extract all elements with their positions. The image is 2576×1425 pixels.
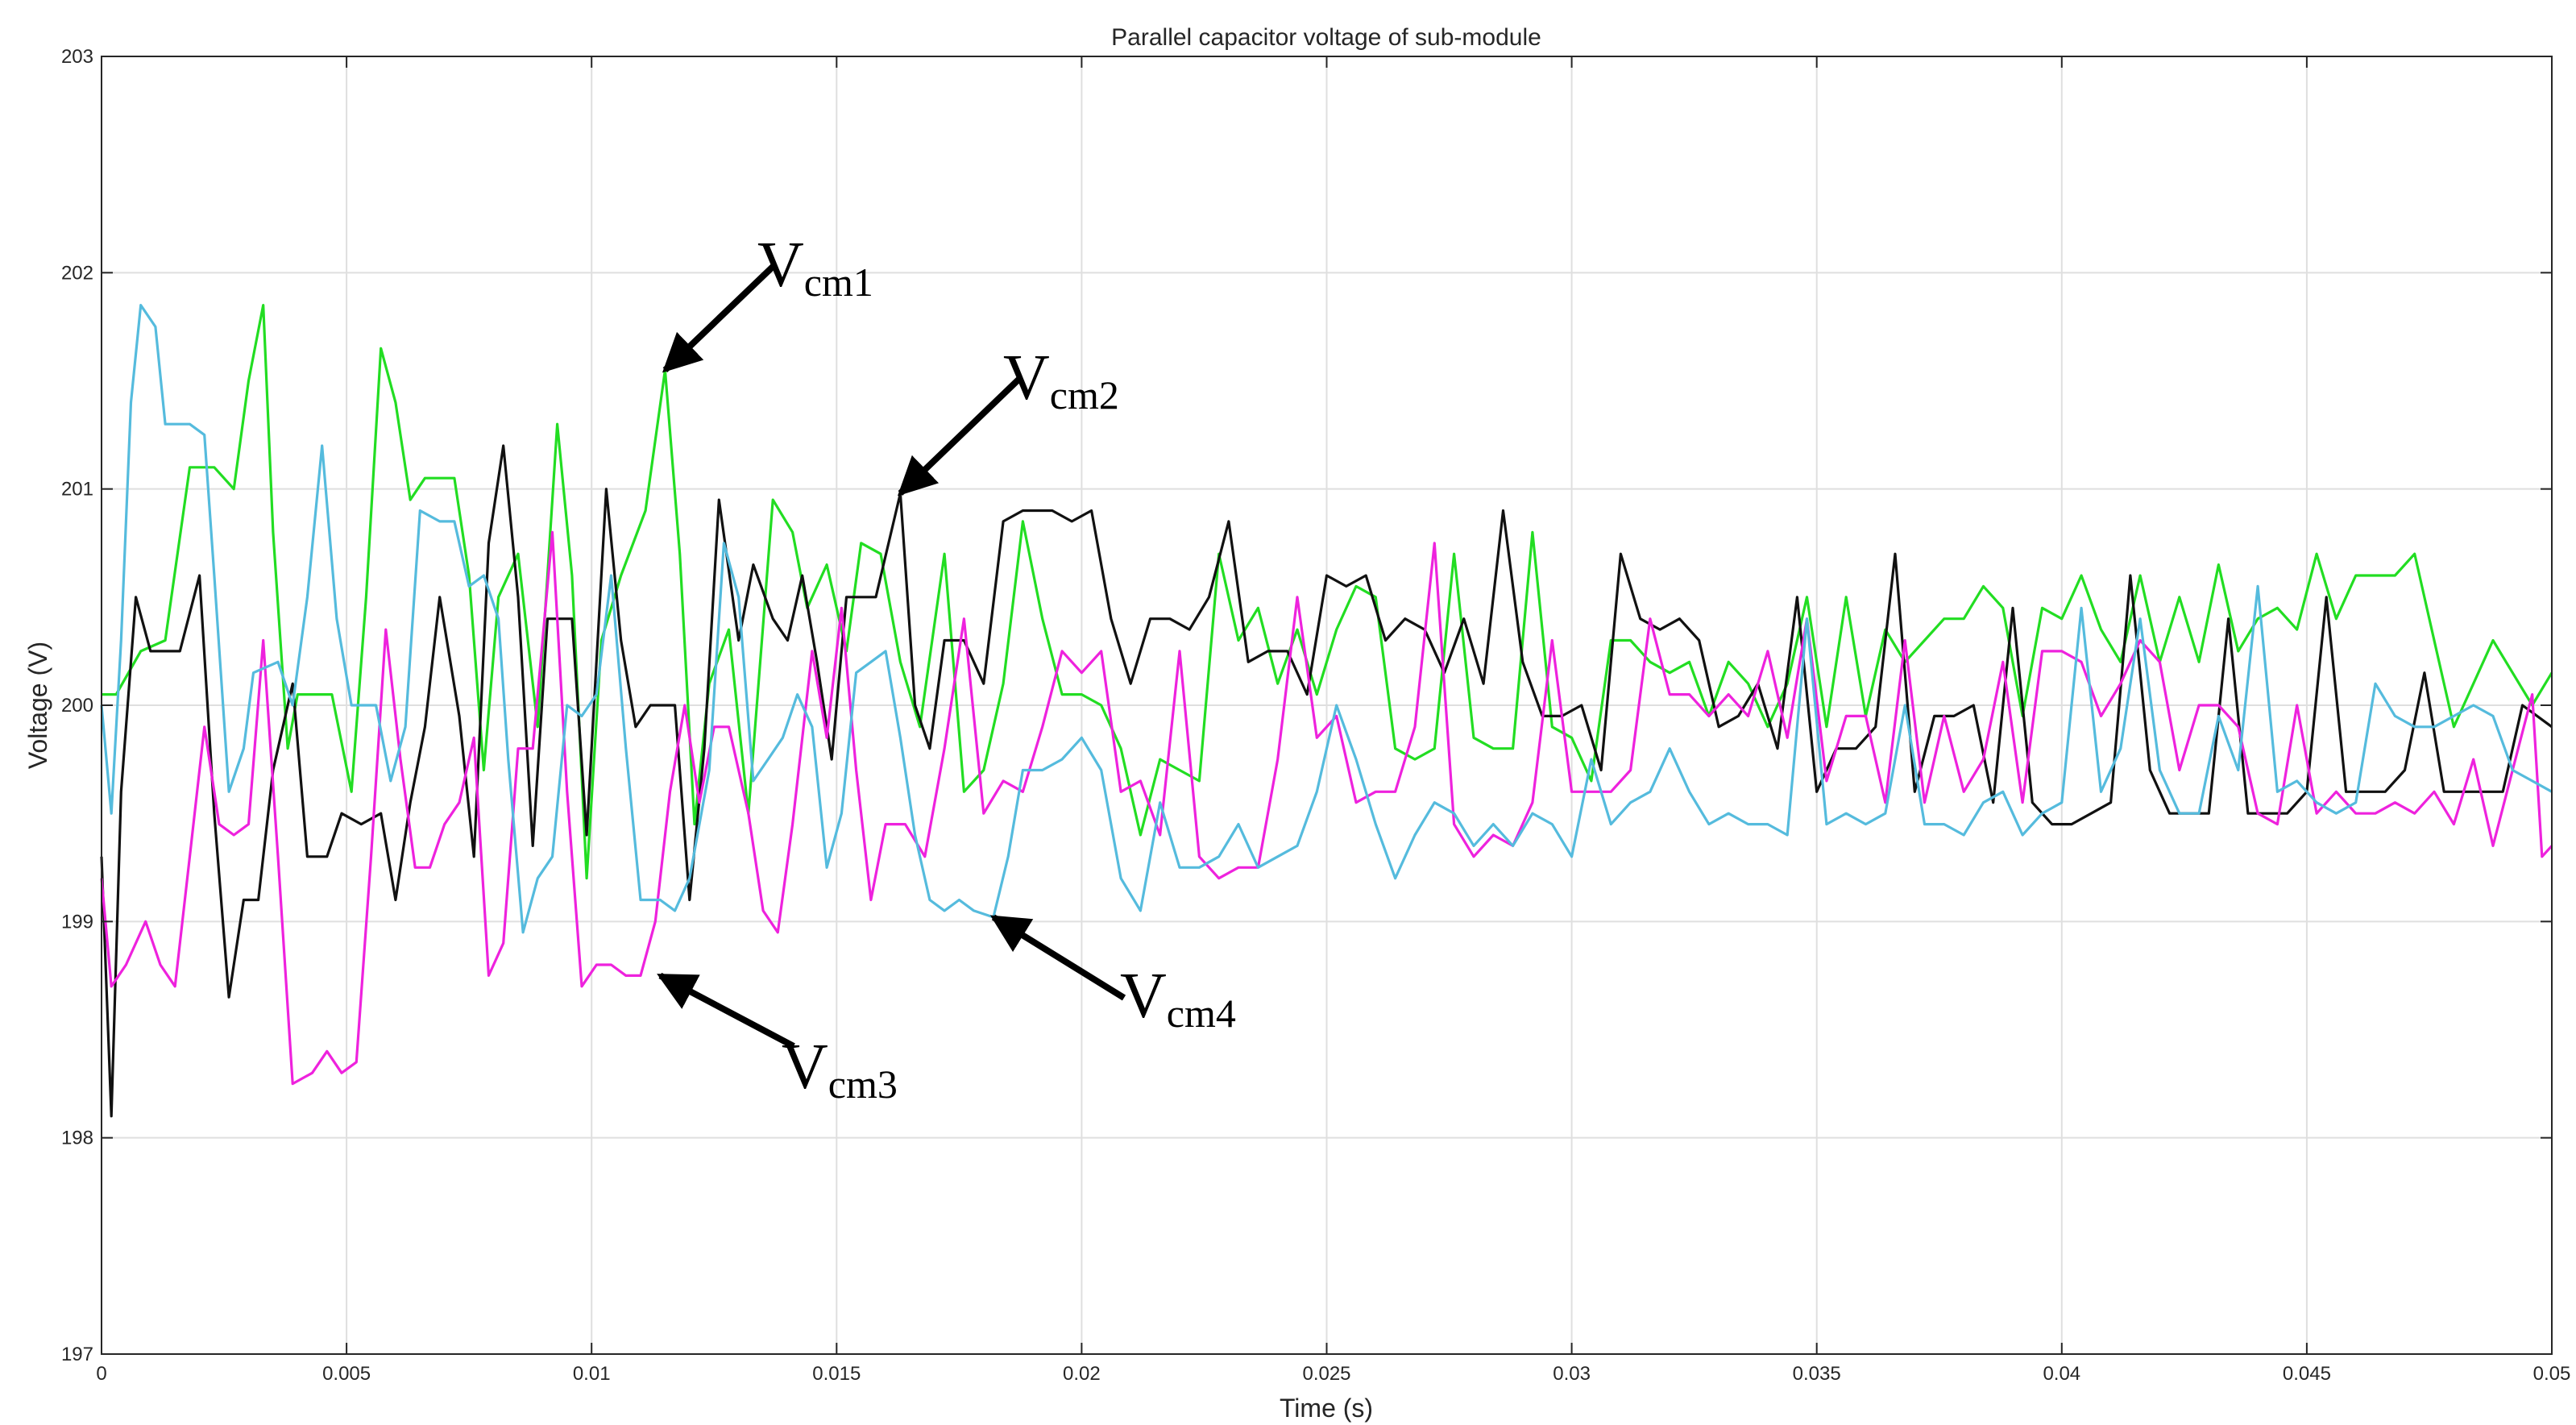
y-tick-label: 200	[61, 695, 93, 717]
y-axis-label: Voltage (V)	[23, 642, 52, 769]
x-tick-label: 0.03	[1553, 1363, 1591, 1385]
y-tick-label: 199	[61, 911, 93, 933]
x-tick-label: 0.01	[573, 1363, 611, 1385]
annotation-label: Vcm1	[757, 230, 873, 305]
x-tick-label: 0.015	[812, 1363, 861, 1385]
annotation-label: Vcm3	[782, 1032, 898, 1107]
x-axis-label: Time (s)	[1280, 1394, 1373, 1423]
annotation-arrow	[989, 914, 1126, 1001]
annotation-arrow	[657, 972, 795, 1049]
x-tick-label: 0.02	[1063, 1363, 1101, 1385]
x-tick-label: 0.04	[2043, 1363, 2080, 1385]
series-line-vcm2	[100, 444, 2553, 1118]
x-tick-label: 0.005	[322, 1363, 371, 1385]
x-tick-label: 0.05	[2533, 1363, 2571, 1385]
annotation-label: Vcm4	[1120, 961, 1236, 1036]
series-layer	[100, 304, 2553, 1118]
x-tick-label: 0.045	[2283, 1363, 2331, 1385]
y-tick-label: 201	[61, 479, 93, 501]
annotation-arrow	[897, 376, 1022, 496]
x-tick-label: 0.035	[1793, 1363, 1841, 1385]
y-tick-label: 203	[61, 46, 93, 68]
annotation-label: Vcm2	[1003, 343, 1119, 418]
series-line-vcm3	[100, 530, 2553, 1086]
annotation-arrow	[662, 264, 776, 373]
axis-ticks: 0 0.005 0.01 0.015 0.02 0.025 0.03 0.035 0.04 0.0…	[61, 46, 2570, 1385]
y-tick-label: 198	[61, 1128, 93, 1149]
annotations: Vcm1 Vcm2 Vcm3 Vcm4	[657, 230, 1236, 1107]
y-tick-label: 202	[61, 262, 93, 284]
series-line-vcm4	[100, 304, 2553, 934]
chart-title: Parallel capacitor voltage of sub-module	[1111, 24, 1541, 51]
x-tick-label: 0.025	[1302, 1363, 1350, 1385]
y-tick-label: 197	[61, 1344, 93, 1365]
x-tick-label: 0	[96, 1363, 106, 1385]
